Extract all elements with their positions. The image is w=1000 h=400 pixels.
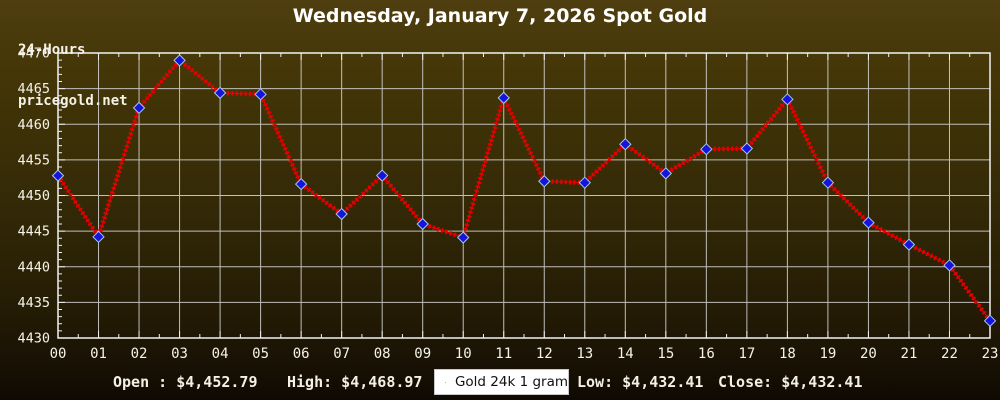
- data-point-marker: [457, 231, 470, 244]
- svg-text:4455: 4455: [17, 152, 50, 168]
- data-point-marker: [294, 177, 308, 191]
- svg-text:4440: 4440: [17, 259, 50, 275]
- svg-text:4450: 4450: [17, 188, 50, 204]
- stat-low: Low: $4,432.41: [577, 373, 704, 391]
- svg-text:12: 12: [536, 346, 553, 362]
- svg-text:21: 21: [901, 346, 918, 362]
- data-point-marker: [740, 142, 754, 155]
- data-point-marker: [213, 86, 227, 100]
- data-markers: [51, 54, 997, 328]
- watermark-site: pricegold.net: [18, 93, 128, 109]
- data-line: [56, 57, 992, 323]
- stat-close: Close: $4,432.41: [718, 373, 863, 391]
- svg-text:13: 13: [576, 346, 593, 362]
- data-point-marker: [619, 137, 632, 151]
- data-point-marker: [132, 101, 146, 115]
- data-point-marker: [821, 176, 835, 189]
- svg-text:17: 17: [738, 346, 755, 362]
- svg-text:20: 20: [860, 346, 877, 362]
- svg-text:22: 22: [941, 346, 958, 362]
- data-point-marker: [335, 207, 348, 221]
- data-line-core: [57, 59, 991, 322]
- data-point-marker: [862, 216, 875, 229]
- svg-text:01: 01: [90, 346, 107, 362]
- svg-text:19: 19: [819, 346, 836, 362]
- svg-text:4460: 4460: [17, 117, 50, 133]
- svg-text:04: 04: [212, 346, 229, 362]
- svg-text:08: 08: [374, 346, 391, 362]
- data-point-marker: [659, 167, 673, 180]
- y-axis-labels: 4430 4435 4440 4445 4450 4455 4460 4465 4470: [17, 46, 50, 347]
- watermark: 24-Hours pricegold.net: [18, 8, 128, 144]
- data-point-marker: [497, 91, 510, 105]
- data-point-marker: [538, 175, 551, 188]
- stat-high: High: $4,468.97: [287, 373, 423, 391]
- svg-text:06: 06: [293, 346, 310, 362]
- data-point-marker: [254, 88, 267, 101]
- axis-ticks: [57, 52, 991, 339]
- svg-text:00: 00: [50, 346, 67, 362]
- data-point-marker: [173, 54, 186, 67]
- legend: Gold 24k 1 gram: [434, 369, 569, 395]
- stat-open: Open : $4,452.79: [113, 373, 258, 391]
- data-point-marker: [51, 169, 65, 182]
- data-point-marker: [92, 230, 105, 244]
- svg-text:11: 11: [495, 346, 512, 362]
- svg-text:18: 18: [779, 346, 796, 362]
- watermark-duration: 24-Hours: [18, 42, 86, 58]
- data-point-marker: [781, 93, 794, 106]
- x-axis-labels: 00 01 02 03 04 05 06 07 08 09 10 11 12 13 14 15 16 17 18 19…: [50, 346, 999, 362]
- svg-text:4435: 4435: [17, 295, 50, 311]
- svg-text:07: 07: [333, 346, 350, 362]
- svg-text:02: 02: [131, 346, 148, 362]
- footer-stats: Open : $4,452.79 High: $4,468.97 Gold 24…: [0, 366, 1000, 400]
- data-point-marker: [375, 169, 389, 182]
- svg-text:03: 03: [171, 346, 188, 362]
- svg-text:15: 15: [657, 346, 674, 362]
- svg-text:14: 14: [617, 346, 634, 362]
- grid-lines: [57, 52, 991, 339]
- svg-text:4470: 4470: [17, 46, 50, 62]
- data-point-marker: [416, 217, 429, 231]
- svg-text:09: 09: [414, 346, 431, 362]
- data-point-marker: [983, 314, 997, 328]
- svg-text:05: 05: [252, 346, 269, 362]
- svg-text:4430: 4430: [17, 331, 50, 347]
- svg-text:4465: 4465: [17, 81, 50, 97]
- data-point-marker: [578, 176, 591, 189]
- svg-text:10: 10: [455, 346, 472, 362]
- chart-title: Wednesday, January 7, 2026 Spot Gold: [292, 5, 708, 27]
- legend-label: Gold 24k 1 gram: [454, 374, 568, 390]
- data-point-marker: [943, 259, 956, 272]
- svg-text:23: 23: [982, 346, 999, 362]
- legend-marker-icon: [445, 381, 446, 383]
- svg-text:16: 16: [698, 346, 715, 362]
- data-point-marker: [700, 142, 713, 156]
- data-point-marker: [902, 238, 916, 251]
- svg-text:4445: 4445: [17, 224, 50, 240]
